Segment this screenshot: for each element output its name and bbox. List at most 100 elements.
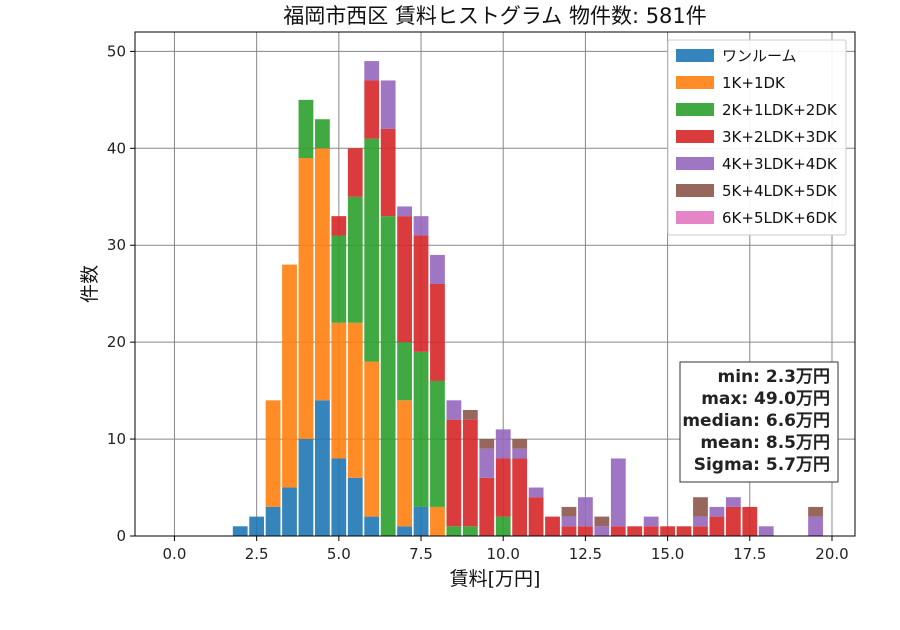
bar-segment xyxy=(364,61,380,81)
bar-segment xyxy=(725,506,741,536)
bar-segment xyxy=(693,497,708,517)
bar-segment xyxy=(232,526,248,536)
bar-segment xyxy=(347,148,363,197)
bar-segment xyxy=(249,516,265,536)
bar-segment xyxy=(495,429,511,459)
bar-segment xyxy=(331,216,347,236)
bar-segment xyxy=(397,400,412,527)
bar-segment xyxy=(331,235,347,323)
bar-segment xyxy=(627,526,643,536)
bar-segment xyxy=(380,216,396,536)
bar-segment xyxy=(364,138,380,362)
bar-segment xyxy=(364,80,380,139)
bar-segment xyxy=(380,80,396,129)
bar-segment xyxy=(512,458,528,536)
legend-swatch xyxy=(676,103,714,116)
legend: ワンルーム 1K+1DK 2K+1LDK+2DK 3K+2LDK+3DK 4K+3LDK… xyxy=(667,39,847,236)
bar-segment xyxy=(561,516,577,527)
x-tick-label: 20.0 xyxy=(815,545,848,563)
y-tick-label: 40 xyxy=(107,139,126,157)
bar-segment xyxy=(397,342,412,401)
legend-swatch xyxy=(676,49,714,62)
bar-segment xyxy=(495,516,511,536)
stats-line: median: 6.6万円 xyxy=(682,411,830,431)
stats-line: max: 49.0万円 xyxy=(701,389,830,409)
x-tick-label: 7.5 xyxy=(409,545,433,563)
chart-title: 福岡市西区 賃料ヒストグラム 物件数: 581件 xyxy=(283,4,707,28)
legend-label: ワンルーム xyxy=(722,47,797,65)
bar-segment xyxy=(693,516,708,527)
y-axis-label: 件数 xyxy=(79,265,101,303)
x-tick-label: 0.0 xyxy=(163,545,187,563)
bar-segment xyxy=(545,516,560,536)
bar-segment xyxy=(594,526,610,536)
bar-segment xyxy=(676,526,692,536)
bar-segment xyxy=(528,497,544,536)
bar-segment xyxy=(528,487,544,498)
bar-segment xyxy=(413,506,429,536)
stats-line: mean: 8.5万円 xyxy=(700,433,830,453)
x-tick-label: 10.0 xyxy=(487,545,520,563)
bar-segment xyxy=(298,439,314,536)
bar-segment xyxy=(413,235,429,352)
x-tick-label: 2.5 xyxy=(245,545,269,563)
legend-label: 3K+2LDK+3DK xyxy=(722,128,838,146)
bar-segment xyxy=(660,526,675,536)
bar-segment xyxy=(282,487,297,536)
bar-segment xyxy=(298,99,314,158)
legend-label: 5K+4LDK+5DK xyxy=(722,182,838,200)
y-tick-label: 20 xyxy=(107,333,126,351)
y-tick-label: 10 xyxy=(107,430,126,448)
bar-segment xyxy=(364,361,380,517)
legend-label: 6K+5LDK+6DK xyxy=(722,209,838,227)
y-tick-label: 0 xyxy=(116,527,126,545)
x-tick-label: 12.5 xyxy=(569,545,602,563)
bar-segment xyxy=(282,264,297,488)
bar-segment xyxy=(709,516,725,536)
bar-segment xyxy=(479,439,495,449)
bar-segment xyxy=(462,419,478,527)
bar-segment xyxy=(430,380,445,507)
bar-segment xyxy=(610,526,626,536)
y-tick-label: 50 xyxy=(107,42,126,60)
bar-segment xyxy=(397,206,412,217)
bar-segment xyxy=(413,351,429,507)
bar-segment xyxy=(413,216,429,236)
bar-segment xyxy=(347,477,363,536)
bar-segment xyxy=(512,439,528,449)
bar-segment xyxy=(331,322,347,459)
legend-swatch xyxy=(676,184,714,197)
stats-box-frame xyxy=(679,361,839,483)
bar-segment xyxy=(561,506,577,517)
bar-segment xyxy=(315,148,330,401)
bar-segment xyxy=(610,458,626,527)
x-axis-label: 賃料[万円] xyxy=(450,568,541,590)
bars-group xyxy=(232,61,823,536)
legend-swatch xyxy=(676,157,714,170)
bar-segment xyxy=(462,526,478,536)
bar-segment xyxy=(446,526,462,536)
bar-segment xyxy=(380,128,396,217)
bar-segment xyxy=(479,477,495,536)
stats-line: min: 2.3万円 xyxy=(718,367,830,387)
x-tick-label: 5.0 xyxy=(327,545,351,563)
bar-segment xyxy=(578,526,593,536)
bar-segment xyxy=(479,448,495,478)
bar-segment xyxy=(265,400,281,507)
bar-segment xyxy=(512,448,528,459)
x-tick-label: 15.0 xyxy=(651,545,684,563)
bar-segment xyxy=(693,526,708,536)
bar-segment xyxy=(397,526,412,536)
bar-segment xyxy=(643,516,659,527)
legend-swatch xyxy=(676,211,714,224)
x-tick-label: 17.5 xyxy=(733,545,766,563)
bar-segment xyxy=(561,526,577,536)
bar-segment xyxy=(808,516,823,536)
bar-segment xyxy=(430,284,445,381)
plot-frame xyxy=(134,31,856,537)
y-tick-label: 30 xyxy=(107,236,126,254)
bar-segment xyxy=(446,419,462,527)
bar-segment xyxy=(446,400,462,420)
